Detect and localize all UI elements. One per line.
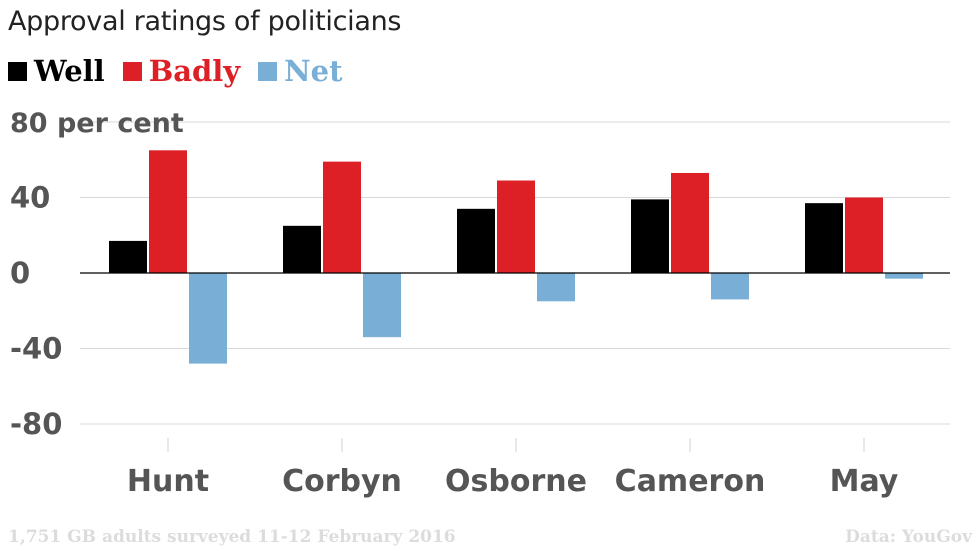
- y-tick-label-0: 80 per cent: [10, 108, 184, 139]
- bar-net-may: [885, 273, 923, 279]
- chart-title: Approval ratings of politicians: [8, 6, 402, 37]
- bar-well-corbyn: [283, 225, 321, 273]
- y-tick-label-2: 0: [10, 256, 30, 290]
- bar-badly-may: [845, 197, 883, 273]
- bar-badly-cameron: [671, 172, 709, 273]
- y-tick-label-3: -40: [10, 332, 62, 366]
- legend: Well Badly Net: [8, 54, 361, 88]
- x-tick-label-may: May: [830, 464, 899, 499]
- bar-net-corbyn: [363, 273, 401, 338]
- footer-source: Data: YouGov: [845, 527, 972, 547]
- bar-well-hunt: [109, 240, 147, 273]
- bar-well-osborne: [457, 208, 495, 273]
- bar-badly-osborne: [497, 180, 535, 273]
- legend-swatch-well: [8, 61, 27, 81]
- x-tick-label-corbyn: Corbyn: [282, 464, 402, 499]
- bar-net-osborne: [537, 273, 575, 302]
- legend-item-badly: Badly: [122, 54, 241, 88]
- legend-item-well: Well: [8, 54, 105, 88]
- y-tick-label-1: 40: [10, 181, 50, 215]
- bar-badly-hunt: [149, 150, 187, 273]
- legend-item-net: Net: [258, 54, 343, 88]
- legend-swatch-net: [258, 61, 278, 81]
- legend-label-well: Well: [34, 54, 105, 88]
- legend-label-net: Net: [284, 54, 343, 88]
- bar-well-may: [805, 203, 843, 273]
- footer-note: 1,751 GB adults surveyed 11-12 February …: [8, 527, 456, 547]
- bar-net-hunt: [189, 273, 227, 364]
- y-tick-label-4: -80: [10, 407, 62, 441]
- bar-net-cameron: [711, 273, 749, 300]
- legend-swatch-badly: [122, 61, 142, 81]
- x-tick-label-hunt: Hunt: [127, 464, 209, 499]
- bar-well-cameron: [631, 199, 669, 273]
- legend-label-badly: Badly: [148, 54, 241, 88]
- x-tick-label-cameron: Cameron: [615, 464, 766, 499]
- bar-badly-corbyn: [323, 161, 361, 273]
- x-tick-label-osborne: Osborne: [445, 464, 587, 499]
